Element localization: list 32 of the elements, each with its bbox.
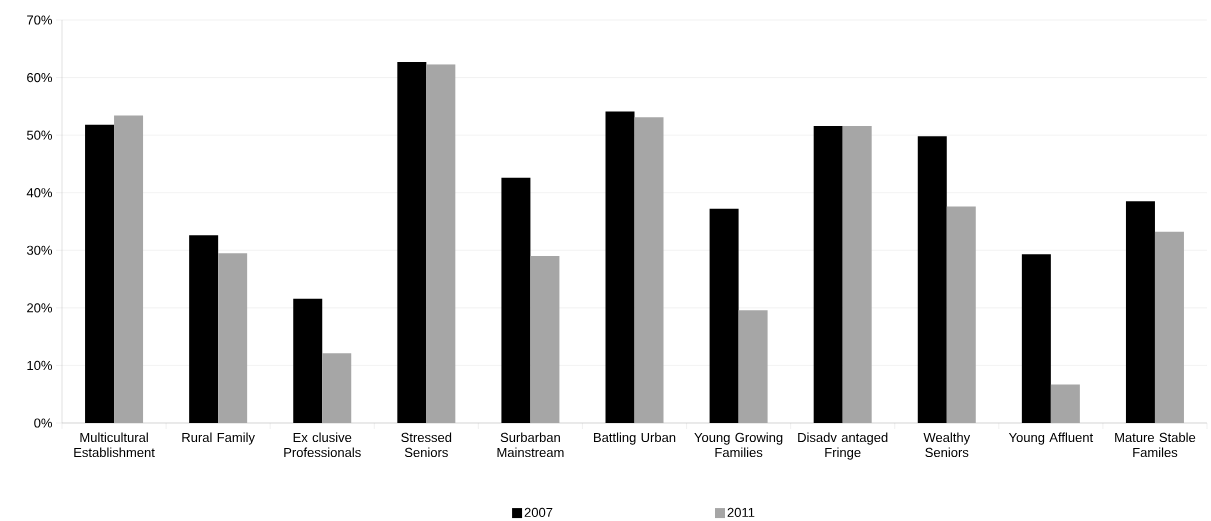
- x-tick-label: Disadv antaged Fringe: [798, 432, 888, 460]
- y-tick-label: 10%: [27, 360, 53, 371]
- legend-label: 2007: [524, 507, 553, 517]
- bar: [605, 111, 635, 423]
- bar: [813, 125, 843, 423]
- x-tick-label: Wealthy Seniors: [923, 432, 971, 458]
- y-tick-label: 40%: [26, 188, 53, 198]
- bar: [709, 208, 739, 423]
- bar: [397, 62, 427, 423]
- x-tick-label: Young Affluent: [1008, 432, 1094, 445]
- bar: [293, 298, 323, 423]
- bar: [1021, 254, 1051, 423]
- y-tick-label: 0%: [34, 418, 53, 428]
- y-tick-label: 60%: [27, 72, 53, 83]
- x-tick-label: Surbarban Mainstream: [497, 432, 564, 458]
- legend-label: 2011: [727, 507, 755, 517]
- x-tick-label: Mature Stable Familes: [1115, 432, 1196, 458]
- x-tick-label: Ex clusive Professionals: [284, 432, 361, 458]
- y-tick-label: 20%: [27, 303, 53, 313]
- bar: [917, 136, 947, 423]
- bar: [1125, 201, 1155, 423]
- y-tick-label: 70%: [27, 15, 53, 25]
- bar: [189, 235, 219, 423]
- x-tick-label: Battling Urban: [594, 432, 676, 445]
- x-tick-label: Multicultural Establishment: [74, 432, 155, 458]
- y-tick-label: 30%: [26, 245, 53, 255]
- x-tick-label: Young Growing Families: [694, 432, 783, 458]
- x-tick-label: Rural Family: [182, 432, 255, 445]
- y-tick-label: 50%: [26, 130, 53, 140]
- x-tick-label: Stressed Seniors: [401, 432, 452, 458]
- bar: [85, 124, 115, 423]
- bar: [501, 177, 531, 423]
